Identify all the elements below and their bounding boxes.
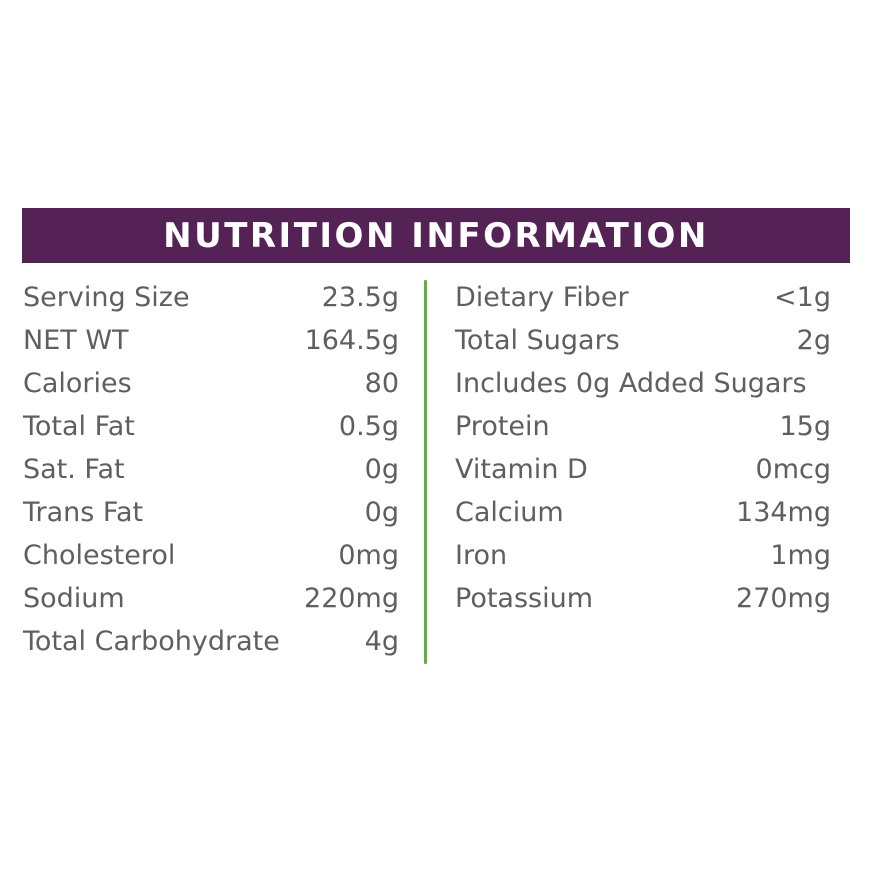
nutrient-value: 220mg (304, 583, 399, 614)
nutrient-row-iron: Iron 1mg (455, 534, 831, 577)
nutrient-row-calories: Calories 80 (23, 362, 399, 405)
nutrient-value: 0mg (338, 540, 399, 571)
left-column: Serving Size 23.5g NET WT 164.5g Calorie… (23, 276, 399, 663)
nutrient-row-cholesterol: Cholesterol 0mg (23, 534, 399, 577)
nutrition-header: NUTRITION INFORMATION (22, 208, 850, 263)
nutrient-value: 134mg (736, 497, 831, 528)
nutrient-row-net-wt: NET WT 164.5g (23, 319, 399, 362)
nutrient-row-serving-size: Serving Size 23.5g (23, 276, 399, 319)
nutrient-value: 23.5g (321, 282, 399, 313)
nutrient-value: 0g (364, 454, 399, 485)
nutrient-label: Iron (455, 540, 508, 571)
nutrient-label: NET WT (23, 325, 129, 356)
nutrient-row-total-fat: Total Fat 0.5g (23, 405, 399, 448)
nutrient-label: Protein (455, 411, 550, 442)
nutrient-value: 4g (364, 626, 399, 657)
nutrient-label: Includes 0g Added Sugars (455, 368, 807, 399)
nutrient-label: Vitamin D (455, 454, 588, 485)
nutrient-row-potassium: Potassium 270mg (455, 577, 831, 620)
nutrient-row-trans-fat: Trans Fat 0g (23, 491, 399, 534)
nutrient-row-added-sugars: Includes 0g Added Sugars (455, 362, 831, 405)
nutrient-value: 0g (364, 497, 399, 528)
nutrient-row-calcium: Calcium 134mg (455, 491, 831, 534)
nutrition-panel: NUTRITION INFORMATION Serving Size 23.5g… (22, 208, 850, 673)
column-divider (424, 280, 427, 664)
nutrient-value: 0.5g (338, 411, 399, 442)
nutrient-label: Cholesterol (23, 540, 176, 571)
nutrient-row-dietary-fiber: Dietary Fiber <1g (455, 276, 831, 319)
nutrition-columns: Serving Size 23.5g NET WT 164.5g Calorie… (22, 263, 850, 673)
nutrient-value: <1g (774, 282, 831, 313)
nutrient-label: Sat. Fat (23, 454, 125, 485)
nutrient-row-total-sugars: Total Sugars 2g (455, 319, 831, 362)
nutrient-label: Serving Size (23, 282, 190, 313)
nutrient-label: Calcium (455, 497, 564, 528)
nutrient-value: 80 (364, 368, 399, 399)
nutrient-value: 0mcg (755, 454, 831, 485)
nutrient-value: 15g (779, 411, 832, 442)
nutrient-label: Sodium (23, 583, 125, 614)
nutrient-label: Trans Fat (23, 497, 144, 528)
nutrient-label: Calories (23, 368, 132, 399)
nutrient-value: 164.5g (304, 325, 399, 356)
nutrient-label: Total Carbohydrate (23, 626, 280, 657)
nutrient-row-vitamin-d: Vitamin D 0mcg (455, 448, 831, 491)
nutrient-value: 1mg (770, 540, 831, 571)
nutrient-row-protein: Protein 15g (455, 405, 831, 448)
nutrient-row-sat-fat: Sat. Fat 0g (23, 448, 399, 491)
nutrient-label: Total Sugars (455, 325, 620, 356)
nutrition-title: NUTRITION INFORMATION (163, 215, 709, 256)
right-column: Dietary Fiber <1g Total Sugars 2g Includ… (455, 276, 831, 620)
nutrient-label: Potassium (455, 583, 594, 614)
nutrient-value: 270mg (736, 583, 831, 614)
nutrient-value: 2g (796, 325, 831, 356)
nutrient-label: Total Fat (23, 411, 135, 442)
nutrient-row-sodium: Sodium 220mg (23, 577, 399, 620)
nutrient-label: Dietary Fiber (455, 282, 629, 313)
nutrient-row-total-carbohydrate: Total Carbohydrate 4g (23, 620, 399, 663)
